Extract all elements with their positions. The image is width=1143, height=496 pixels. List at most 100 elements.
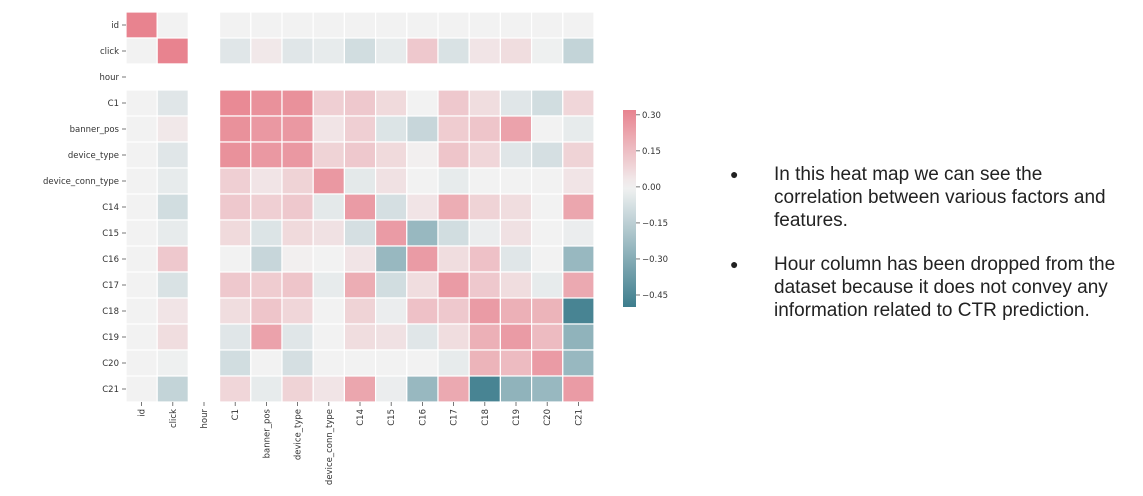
heatmap-cell xyxy=(125,115,158,143)
heatmap-cell xyxy=(156,375,189,403)
heatmap-cell xyxy=(562,271,595,299)
heatmap-cell xyxy=(499,89,533,117)
heatmap-cell xyxy=(187,167,221,195)
heatmap-cell xyxy=(156,245,189,273)
heatmap-cell xyxy=(250,375,283,403)
heatmap-cell xyxy=(187,323,221,351)
heatmap-cell xyxy=(156,167,189,195)
heatmap-cell xyxy=(562,297,595,325)
heatmap-cell xyxy=(406,245,439,273)
correlation-heatmap: id click hour C1 banner_pos device_type device… xyxy=(43,11,668,485)
heatmap-cell xyxy=(125,167,158,195)
heatmap-cell xyxy=(437,63,470,91)
heatmap-cell xyxy=(499,37,533,65)
col-tick-label: C18 xyxy=(481,409,491,426)
heatmap-cell xyxy=(343,193,377,221)
heatmap-cell xyxy=(468,167,502,195)
heatmap-cell xyxy=(406,193,439,221)
heatmap-cell xyxy=(125,219,158,247)
heatmap-cell xyxy=(530,297,564,325)
heatmap-cell xyxy=(343,63,377,91)
colorbar-tick-label: 0.30 xyxy=(642,111,661,121)
row-tick-label: C14 xyxy=(102,203,119,213)
heatmap-cell xyxy=(281,63,314,91)
heatmap-cell xyxy=(250,297,283,325)
heatmap-cell xyxy=(499,271,533,299)
heatmap-cell xyxy=(375,37,408,65)
heatmap-cell xyxy=(530,89,564,117)
heatmap-cell xyxy=(125,375,158,403)
heatmap-cell xyxy=(499,115,533,143)
heatmap-cell xyxy=(219,115,252,143)
heatmap-cell xyxy=(530,271,564,299)
heatmap-cell xyxy=(468,63,502,91)
col-tick-label: C15 xyxy=(387,409,397,426)
heatmap-cell xyxy=(343,375,377,403)
heatmap-cell xyxy=(406,37,439,65)
heatmap-cell xyxy=(406,11,439,39)
heatmap-cell xyxy=(281,11,314,39)
heatmap-cell xyxy=(406,349,439,377)
heatmap-cell xyxy=(499,63,533,91)
heatmap-cell xyxy=(125,297,158,325)
heatmap-cell xyxy=(250,167,283,195)
heatmap-cell xyxy=(375,349,408,377)
colorbar-tick-label: −0.45 xyxy=(642,291,668,301)
row-tick-label: C16 xyxy=(102,255,119,265)
row-tick-label: C20 xyxy=(102,359,119,369)
heatmap-cell xyxy=(499,323,533,351)
heatmap-cell xyxy=(312,89,346,117)
heatmap-cell xyxy=(562,193,595,221)
heatmap-cell xyxy=(437,323,470,351)
colorbar-tick-label: 0.00 xyxy=(642,183,661,193)
heatmap-cell xyxy=(125,89,158,117)
heatmap-cell xyxy=(187,63,221,91)
heatmap-cell xyxy=(530,115,564,143)
heatmap-cell xyxy=(281,115,314,143)
row-tick-label: C21 xyxy=(102,385,119,395)
heatmap-cell xyxy=(406,271,439,299)
heatmap-cell xyxy=(156,219,189,247)
heatmap-cell xyxy=(312,37,346,65)
heatmap-cell xyxy=(156,141,189,169)
heatmap-cell xyxy=(250,141,283,169)
heatmap-cell xyxy=(562,37,595,65)
heatmap-cell xyxy=(562,323,595,351)
heatmap-cell xyxy=(343,349,377,377)
heatmap-cell xyxy=(187,89,221,117)
heatmap-cell xyxy=(219,349,252,377)
heatmap-cell xyxy=(281,193,314,221)
heatmap-cell xyxy=(375,11,408,39)
heatmap-cell xyxy=(437,167,470,195)
col-tick-label: click xyxy=(169,409,179,428)
heatmap-cell xyxy=(468,219,502,247)
heatmap-cell xyxy=(219,219,252,247)
heatmap-cell xyxy=(562,89,595,117)
row-tick-label: banner_pos xyxy=(70,125,120,135)
heatmap-cell xyxy=(219,271,252,299)
heatmap-cell xyxy=(468,141,502,169)
heatmap-cell xyxy=(125,245,158,273)
row-tick-label: hour xyxy=(100,73,120,83)
heatmap-cell xyxy=(468,37,502,65)
heatmap-cell xyxy=(437,349,470,377)
heatmap-cell xyxy=(187,37,221,65)
heatmap-cell xyxy=(343,115,377,143)
col-tick-label: C20 xyxy=(543,409,553,426)
heatmap-cell xyxy=(156,271,189,299)
heatmap-cell xyxy=(250,323,283,351)
col-tick-label: id xyxy=(138,409,148,417)
heatmap-cell xyxy=(406,167,439,195)
heatmap-cell xyxy=(156,11,189,39)
heatmap-cell xyxy=(187,141,221,169)
heatmap-cell xyxy=(499,375,533,403)
heatmap-cell xyxy=(187,271,221,299)
heatmap-cell xyxy=(250,219,283,247)
row-tick-label: device_conn_type xyxy=(43,177,119,187)
heatmap-cell xyxy=(437,245,470,273)
heatmap-cell xyxy=(530,167,564,195)
heatmap-cell xyxy=(375,193,408,221)
heatmap-cell xyxy=(187,245,221,273)
heatmap-cell xyxy=(219,89,252,117)
heatmap-cell xyxy=(562,245,595,273)
